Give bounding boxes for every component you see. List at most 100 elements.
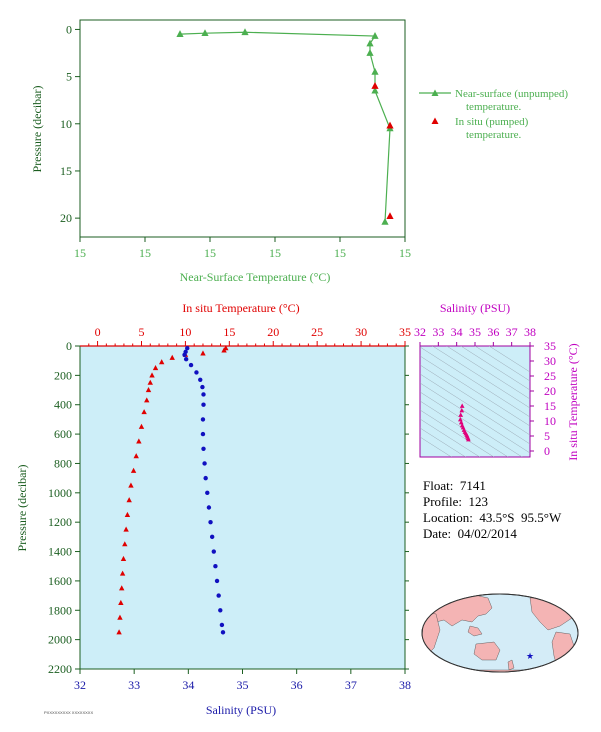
density-contour	[420, 391, 523, 457]
temperature-x-ticks: 0 5 10 15 20 25 30 35	[80, 325, 411, 347]
ts-y-tick-label: 5	[544, 429, 550, 443]
ts-x-tick-label: 32	[414, 325, 426, 339]
temperature-point	[200, 350, 206, 356]
ts-y-tick-label: 0	[544, 444, 550, 458]
temperature-point	[117, 614, 123, 620]
x-tick-label: 15	[204, 246, 216, 260]
profile-series	[116, 345, 229, 635]
density-contour	[420, 364, 530, 436]
salinity-tick-label: 38	[399, 678, 411, 692]
temperature-point	[221, 347, 227, 353]
temperature-axis-label: In situ Temperature (°C)	[182, 301, 299, 315]
density-contour	[460, 346, 530, 391]
date: Date: 04/02/2014	[423, 526, 517, 541]
ts-density-contours	[420, 346, 530, 457]
ts-y-tick-label: 10	[544, 414, 556, 428]
unpumped-point	[366, 39, 374, 47]
salinity-point	[203, 475, 208, 481]
ts-y-tick-label: 25	[544, 369, 556, 383]
salinity-point	[202, 461, 207, 466]
y-tick-label: 600	[54, 427, 72, 441]
temperature-tick-label: 5	[138, 325, 144, 339]
ts-series	[457, 403, 471, 442]
salinity-point	[205, 490, 210, 496]
salinity-point	[218, 608, 223, 613]
salinity-tick-label: 36	[291, 678, 303, 692]
temperature-point	[122, 541, 128, 547]
y-tick-label: 0	[66, 22, 72, 36]
pumped-point	[371, 82, 379, 89]
salinity-tick-label: 32	[74, 678, 86, 692]
density-contour	[420, 346, 530, 418]
temperature-point	[144, 397, 150, 403]
temperature-point	[136, 438, 142, 444]
temperature-point	[119, 585, 125, 591]
temperature-point	[124, 511, 131, 517]
salinity-point	[209, 534, 215, 540]
temperature-point	[147, 379, 153, 385]
pumped-point	[386, 121, 394, 129]
unpumped-line	[179, 31, 391, 222]
ts-point	[459, 407, 465, 413]
temperature-point	[138, 423, 145, 429]
y-tick-label: 20	[60, 211, 72, 225]
salinity-point	[194, 370, 199, 375]
y-tick-label: 2000	[48, 633, 72, 647]
density-contour	[488, 346, 530, 373]
ts-point	[458, 419, 464, 425]
y-tick-label: 5	[66, 70, 72, 84]
y-tick-label: 0	[66, 339, 72, 353]
density-contour	[420, 409, 495, 457]
temperature-tick-label: 30	[355, 325, 367, 339]
temperature-point	[116, 629, 122, 635]
ts-point	[458, 412, 464, 417]
near-surface-plot-frame	[79, 19, 406, 238]
salinity-point	[200, 417, 206, 422]
density-contour	[420, 418, 481, 457]
ts-x-tick-label: 37	[506, 325, 518, 339]
salinity-point	[183, 357, 189, 362]
salinity-x-ticks: 32 33 34 35 36 37 38	[74, 669, 411, 692]
ts-y-tick-label: 30	[544, 354, 556, 368]
salinity-point	[200, 384, 205, 390]
y-tick-label: 1800	[48, 603, 72, 617]
density-contour	[420, 355, 530, 427]
salinity-point	[206, 505, 212, 510]
location: Location: 43.5°S 95.5°W	[423, 510, 562, 525]
salinity-point	[211, 549, 216, 554]
density-contour	[420, 382, 530, 454]
y-tick-label: 1000	[48, 486, 72, 500]
float-id: Float: 7141	[423, 478, 486, 493]
legend-text-unpumped-2: temperature.	[466, 101, 522, 113]
temperature-point	[152, 365, 159, 371]
temperature-point	[133, 453, 139, 459]
density-contour	[420, 436, 452, 457]
unpumped-point	[366, 49, 374, 56]
salinity-point	[198, 377, 203, 382]
salinity-axis-label: Salinity (PSU)	[206, 703, 276, 717]
density-contour	[432, 346, 530, 409]
salinity-point	[201, 446, 206, 451]
temperature-point	[118, 599, 124, 606]
salinity-point	[182, 352, 187, 358]
salinity-tick-label: 33	[128, 678, 140, 692]
y-tick-label: 200	[54, 368, 72, 382]
temperature-point	[158, 359, 165, 365]
temperature-point	[120, 555, 127, 561]
temperature-tick-label: 25	[311, 325, 323, 339]
profile-y-label: Pressure (decibar)	[15, 465, 29, 552]
near-surface-x-label: Near-Surface Temperature (°C)	[180, 270, 331, 284]
temperature-tick-label: 35	[399, 325, 411, 339]
y-tick-label: 15	[60, 164, 72, 178]
temperature-point	[145, 387, 152, 393]
ts-point	[457, 416, 463, 422]
temperature-point	[123, 526, 129, 532]
x-tick-label: 15	[139, 246, 151, 260]
near-surface-panel: 0 5 10 15 20 15 15 15 15 15 15 Near-Surface Tempe…	[30, 19, 568, 284]
salinity-point	[188, 362, 194, 368]
ts-point	[466, 437, 471, 442]
salinity-point	[201, 392, 206, 397]
ts-x-tick-label: 38	[524, 325, 536, 339]
